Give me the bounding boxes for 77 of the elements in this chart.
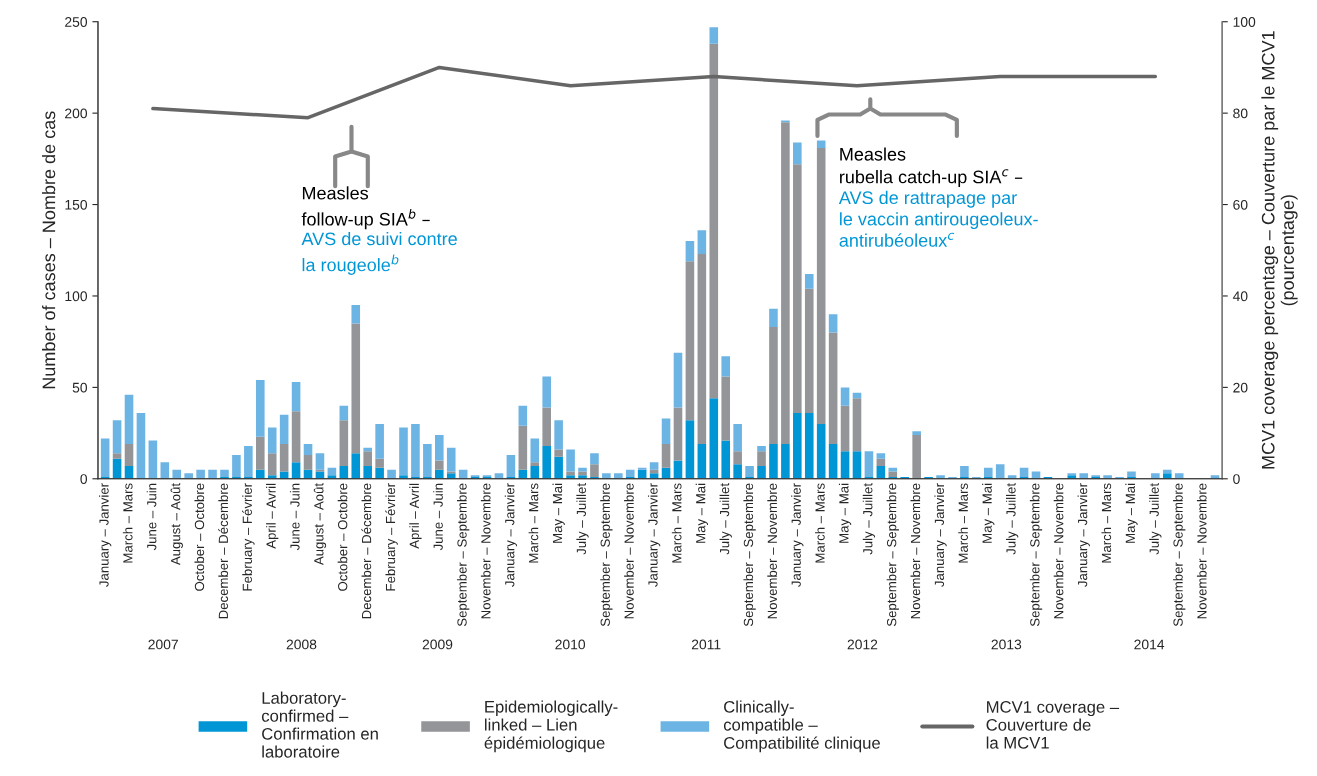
text: 2012 bbox=[847, 639, 878, 650]
legend-label: Epidemiologically- linked – Lien épidémiologique bbox=[484, 700, 618, 753]
x-tick-label: January – Janvier bbox=[504, 483, 518, 587]
x-tick-label: May – Mai bbox=[838, 483, 852, 543]
x-tick-label: November – Novembre bbox=[624, 483, 634, 619]
x-tick-label: May – Mai bbox=[552, 483, 565, 543]
x-tick-label: May – Mai bbox=[695, 483, 708, 543]
y-tick-label: 250 bbox=[65, 17, 88, 27]
y-tick-label: 100 bbox=[65, 291, 88, 302]
x-tick-label: January – Janvier bbox=[647, 483, 661, 587]
x-tick-label: September – Septembre bbox=[457, 483, 470, 627]
y2-axis-title: MCV1 coverage percentage – Couverture par le MCV1 (pourcentage) bbox=[1261, 31, 1298, 469]
x-tick-label: October – Octobre bbox=[194, 483, 205, 591]
x-tick-label: May – Mai bbox=[982, 483, 995, 543]
x-tick-label: March – Mars bbox=[958, 483, 968, 563]
legend-label: Clinically- compatible – Compatibilité clinique bbox=[723, 700, 880, 753]
x-tick-label: July – Juillet bbox=[1149, 483, 1162, 555]
text: 2011 bbox=[691, 639, 721, 650]
x-tick-label: February – Février bbox=[385, 483, 398, 591]
annotation: AVS de suivi contre la rougeole$^{b}$ bbox=[301, 231, 457, 275]
y-tick-label: 150 bbox=[65, 199, 88, 210]
x-tick-label: November – Novembre bbox=[910, 483, 921, 619]
text: 2014 bbox=[1134, 639, 1165, 650]
x-tick-label: March – Mars bbox=[528, 483, 539, 563]
x-tick-label: March – Mars bbox=[122, 483, 133, 563]
y-tick-label: 0 bbox=[80, 474, 88, 484]
text: 2013 bbox=[991, 639, 1022, 650]
x-tick-label: April – Avril bbox=[409, 483, 422, 549]
annotation: AVS de rattrapage par le vaccin antirougeoleux- antirubéoleux$^{c}$ bbox=[838, 190, 1038, 247]
y2-tick-label: 60 bbox=[1233, 199, 1248, 210]
x-tick-label: August – Août bbox=[170, 483, 183, 566]
annotation: Measles rubella catch-up SIA$^{c}$ – bbox=[840, 147, 1023, 187]
legend-label: MCV1 coverage – Couverture de la MCV1 bbox=[986, 701, 1120, 749]
y2-tick-label: 100 bbox=[1233, 17, 1256, 27]
x-tick-label: September – Septembre bbox=[1029, 483, 1043, 627]
x-tick-label: March – Mars bbox=[815, 483, 825, 563]
x-tick-label: December – Décembre bbox=[218, 483, 229, 619]
text: 2009 bbox=[422, 639, 453, 650]
annotation: Measles follow-up SIA$^{b}$ – bbox=[301, 186, 430, 230]
x-tick-label: December – Décembre bbox=[361, 483, 372, 619]
y2-tick-label: 20 bbox=[1233, 382, 1248, 393]
x-tick-label: March – Mars bbox=[671, 483, 682, 563]
x-tick-label: September – Septembre bbox=[1173, 483, 1186, 627]
y-tick-label: 200 bbox=[65, 108, 88, 119]
text: 2010 bbox=[555, 639, 586, 650]
x-tick-label: September – Septembre bbox=[600, 483, 613, 627]
legend-label: Laboratory- confirmed – Confirmation en laboratoire bbox=[261, 691, 378, 758]
y2-tick-label: 40 bbox=[1232, 291, 1248, 302]
x-tick-label: May – Mai bbox=[1125, 483, 1138, 543]
y-axis-title: Number of cases – Nombre de cas bbox=[42, 111, 56, 389]
x-tick-label: January – Janvier bbox=[791, 483, 804, 587]
x-tick-label: January – Janvier bbox=[1077, 483, 1090, 587]
x-tick-label: January – Janvier bbox=[934, 483, 947, 587]
x-tick-label: January – Janvier bbox=[99, 483, 112, 587]
x-tick-label: February – Février bbox=[242, 483, 255, 591]
x-tick-label: November – Novembre bbox=[1196, 483, 1207, 619]
x-tick-label: June – Juin bbox=[289, 483, 300, 551]
y2-tick-label: 0 bbox=[1233, 474, 1240, 484]
x-tick-label: November – Novembre bbox=[767, 483, 777, 619]
x-tick-label: October – Octobre bbox=[337, 483, 348, 591]
y2-tick-label: 80 bbox=[1233, 108, 1248, 119]
x-tick-label: April – Avril bbox=[266, 483, 279, 549]
x-tick-label: July – Juillet bbox=[576, 483, 589, 555]
x-tick-label: June – Juin bbox=[146, 483, 157, 551]
x-tick-label: November – Novembre bbox=[1053, 483, 1064, 619]
x-tick-label: September – Septembre bbox=[743, 483, 756, 627]
x-tick-label: September – Septembre bbox=[886, 483, 899, 627]
x-tick-label: June – Juin bbox=[433, 483, 443, 551]
x-tick-label: August – Août bbox=[313, 483, 327, 566]
x-tick-label: November – Novembre bbox=[480, 483, 491, 619]
x-tick-label: July – Juillet bbox=[719, 483, 732, 555]
x-tick-label: July – Juillet bbox=[1005, 483, 1019, 555]
y-tick-label: 50 bbox=[72, 382, 88, 393]
x-tick-label: March – Mars bbox=[1101, 483, 1112, 563]
x-tick-label: July – Juillet bbox=[862, 483, 876, 555]
text: 2008 bbox=[286, 639, 317, 650]
text: 2007 bbox=[148, 639, 178, 650]
